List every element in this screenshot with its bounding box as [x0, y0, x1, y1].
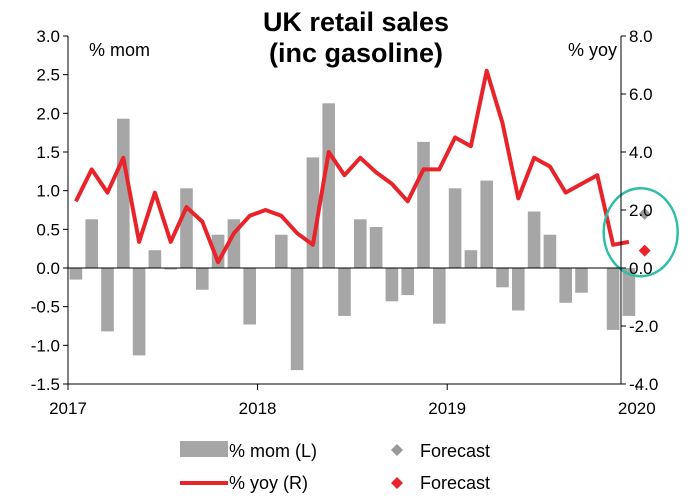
bar-2019-04	[496, 268, 509, 288]
bar-2019-01	[448, 188, 462, 268]
x-tick-label: 2017	[49, 399, 87, 418]
bar-2017-09	[196, 268, 209, 290]
right-tick-label: 6.0	[629, 85, 653, 104]
left-tick-label: -1.0	[31, 336, 60, 355]
right-axis-ticks: -4.0 -2.0 0.0 2.0 4.0 6.0 8.0	[621, 27, 658, 394]
bar-2018-05	[322, 103, 335, 268]
left-axis-unit-label: % mom	[89, 40, 150, 60]
x-tick-label: 2018	[239, 399, 277, 418]
bar-2018-08	[369, 227, 383, 268]
legend-label-mom: % mom (L)	[229, 441, 317, 461]
right-tick-label: 8.0	[629, 27, 653, 46]
right-tick-label: 0.0	[629, 259, 653, 278]
bar-2018-02	[275, 234, 288, 268]
bar-2018-12	[433, 268, 446, 324]
bar-2019-02	[464, 250, 478, 268]
forecast-marker-yoy	[638, 244, 651, 257]
bar-2019-06	[527, 211, 541, 268]
left-tick-label: 0.0	[36, 259, 60, 278]
bar-2018-06	[338, 268, 351, 316]
bar-2017-02	[85, 219, 98, 268]
bar-2019-11	[606, 268, 620, 330]
left-tick-label: 2.0	[36, 104, 60, 123]
bar-2018-03	[290, 268, 304, 371]
legend-swatch-mom	[180, 441, 228, 457]
bar-2018-07	[354, 219, 367, 268]
chart-title-line-1: UK retail sales	[263, 7, 449, 37]
bar-2018-11	[417, 141, 430, 268]
legend-label-forecast-red: Forecast	[420, 473, 490, 493]
bar-2017-06	[148, 250, 162, 268]
forecast-marker-mom	[638, 207, 651, 220]
forecast-markers	[638, 207, 651, 257]
bar-2019-09	[575, 268, 588, 293]
bar-2017-05	[132, 268, 146, 356]
left-tick-label: 1.0	[36, 182, 60, 201]
right-tick-label: 2.0	[629, 201, 653, 220]
chart-title-line-2: (inc gasoline)	[269, 38, 443, 68]
left-tick-label: 0.5	[36, 220, 60, 239]
bar-2017-01	[69, 268, 83, 280]
legend-label-yoy: % yoy (R)	[229, 473, 308, 493]
bar-2017-04	[117, 118, 130, 268]
x-tick-label: 2019	[428, 399, 466, 418]
left-tick-label: 1.5	[36, 143, 60, 162]
bar-2018-09	[385, 268, 399, 302]
right-tick-label: -2.0	[629, 317, 658, 336]
left-tick-label: -0.5	[31, 298, 60, 317]
bar-2019-12	[622, 268, 636, 316]
bar-2019-08	[559, 268, 572, 303]
bar-2019-07	[543, 234, 557, 268]
left-tick-label: 2.5	[36, 66, 60, 85]
legend: % mom (L) Forecast % yoy (R) Forecast	[180, 441, 490, 493]
bar-2017-12	[243, 268, 256, 325]
bar-2019-03	[480, 180, 493, 268]
right-axis-unit-label: % yoy	[568, 40, 617, 60]
legend-label-forecast-grey: Forecast	[420, 441, 490, 461]
bar-2018-10	[401, 268, 414, 296]
bar-2017-07	[164, 268, 177, 270]
left-tick-label: -1.5	[31, 375, 60, 394]
bar-2017-03	[101, 268, 114, 332]
bar-series-mom	[69, 103, 636, 371]
legend-swatch-forecast-grey	[391, 444, 403, 456]
legend-swatch-forecast-red	[391, 477, 403, 489]
right-tick-label: 4.0	[629, 143, 653, 162]
left-tick-label: 3.0	[36, 27, 60, 46]
x-axis-ticks: 2017 2018 2019 2020	[49, 384, 656, 418]
line-series-yoy	[74, 68, 630, 265]
forecast-highlight-ellipse	[602, 186, 679, 278]
x-tick-label: 2020	[618, 399, 656, 418]
left-axis-ticks: -1.5 -1.0 -0.5 0.0 0.5 1.0 1.5 2.0 2.5 3.0	[31, 27, 68, 394]
bar-2017-08	[180, 188, 193, 268]
right-tick-label: -4.0	[629, 375, 658, 394]
bar-2019-05	[512, 268, 525, 311]
